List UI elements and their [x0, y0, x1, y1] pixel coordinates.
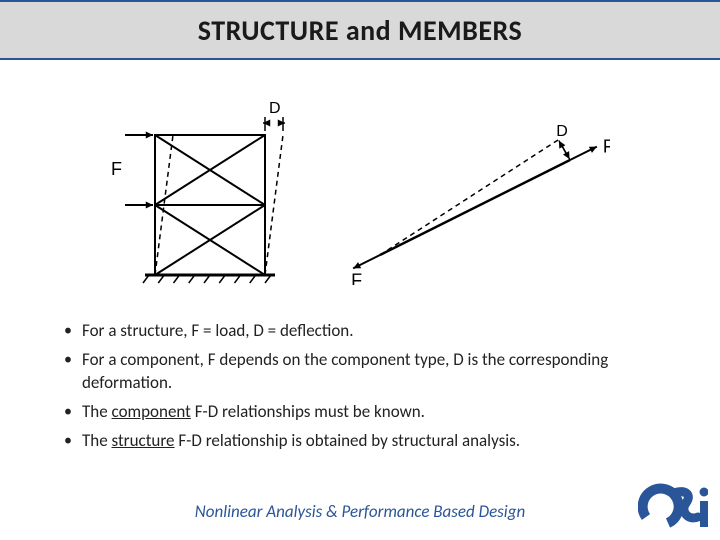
csi-logo-icon: [638, 481, 708, 534]
slide-title: STRUCTURE and MEMBERS: [198, 13, 522, 48]
member-diagram: F F D: [350, 105, 610, 285]
bullet-item: The component F-D relationships must be …: [60, 401, 660, 424]
diagram-area: FD FFD: [0, 60, 720, 310]
bullet-item: For a structure, F = load, D = deflectio…: [60, 320, 660, 343]
svg-text:D: D: [556, 123, 568, 140]
svg-text:F: F: [351, 270, 362, 285]
svg-text:D: D: [269, 100, 281, 117]
footer-text: Nonlinear Analysis & Performance Based D…: [0, 501, 720, 522]
bullet-list: For a structure, F = load, D = deflectio…: [0, 310, 720, 453]
svg-text:F: F: [603, 137, 610, 157]
title-bar: STRUCTURE and MEMBERS: [0, 0, 720, 60]
structure-diagram: FD: [110, 95, 290, 295]
bullet-item: The structure F-D relationship is obtain…: [60, 430, 660, 453]
svg-text:F: F: [111, 159, 122, 179]
bullet-item: For a component, F depends on the compon…: [60, 349, 660, 395]
